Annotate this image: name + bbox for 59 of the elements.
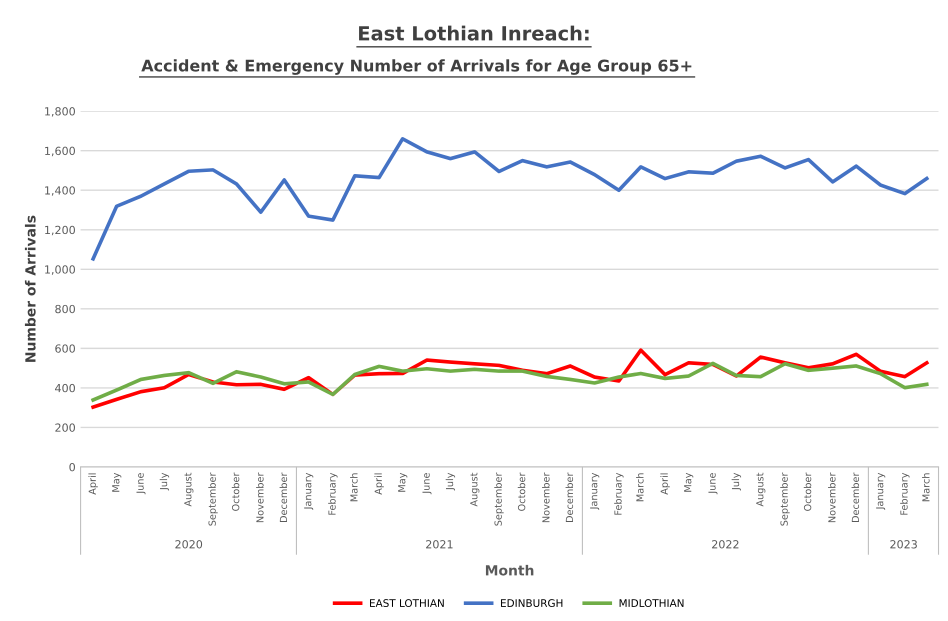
y-axis-title: Number of Arrivals <box>24 216 36 362</box>
line-series <box>91 362 929 402</box>
x-tick-label: September <box>780 472 790 526</box>
x-tick-label: June <box>422 473 432 494</box>
line-series <box>91 137 929 261</box>
x-tick-label: February <box>900 472 910 515</box>
x-tick-label: November <box>828 472 836 522</box>
y-tick-label: 1,200 <box>45 226 75 236</box>
x-axis-title: Month <box>486 564 534 576</box>
y-tick-label: 1,000 <box>45 265 75 275</box>
y-tick-label: 200 <box>55 423 75 432</box>
x-tick-label: December <box>852 472 860 522</box>
x-tick-label: September <box>494 472 504 526</box>
x-tick-label: June <box>136 473 146 494</box>
x-tick-label: February <box>614 472 624 515</box>
x-tick-label: January <box>876 472 886 510</box>
chart-title: East Lothian Inreach: <box>359 26 589 41</box>
x-tick-label: July <box>732 472 742 491</box>
legend-label: EAST LOTHIAN <box>370 599 444 608</box>
x-tick-label: August <box>470 472 480 506</box>
y-tick-label: 400 <box>55 384 75 392</box>
x-tick-label: January <box>304 472 314 510</box>
x-tick-label: May <box>398 472 408 492</box>
legend-label: EDINBURGH <box>501 599 562 608</box>
text: 2023 <box>890 540 917 548</box>
text: 2020 <box>175 540 202 548</box>
x-tick-label: May <box>112 472 122 492</box>
x-tick-label: September <box>208 472 218 526</box>
x-tick-label: August <box>184 472 194 506</box>
x-tick-label: December <box>566 472 574 522</box>
y-tick-label: 800 <box>55 304 75 314</box>
x-tick-label: April <box>88 473 98 495</box>
text: 2022 <box>712 540 738 548</box>
x-tick-label: May <box>684 472 694 492</box>
x-tick-label: August <box>756 472 766 506</box>
x-tick-label: November <box>256 472 264 522</box>
x-tick-label: November <box>542 472 550 522</box>
x-tick-label: June <box>708 473 718 494</box>
text: 2021 <box>426 540 453 548</box>
x-tick-label: October <box>232 472 240 511</box>
legend-label: MIDLOTHIAN <box>620 599 684 608</box>
y-tick-label: 600 <box>55 344 75 353</box>
x-tick-label: April <box>660 473 670 495</box>
x-tick-label: April <box>374 473 384 495</box>
x-tick-label: March <box>922 473 930 502</box>
x-tick-label: February <box>328 472 338 515</box>
x-tick-label: January <box>590 472 600 510</box>
x-tick-label: March <box>350 473 358 502</box>
y-tick-label: 1,600 <box>45 146 75 156</box>
y-tick-label: 1,800 <box>45 107 75 117</box>
x-tick-label: July <box>446 472 456 491</box>
x-tick-label: July <box>160 472 170 491</box>
chart-subtitle: Accident & Emergency Number of Arrivals for Age Group 65+ <box>141 59 692 75</box>
y-tick-label: 1,400 <box>45 186 75 196</box>
y-tick-label: 0 <box>69 462 75 472</box>
x-tick-label: October <box>804 472 812 511</box>
x-tick-label: March <box>636 473 644 502</box>
x-tick-label: December <box>280 472 288 522</box>
x-tick-label: October <box>518 472 526 511</box>
